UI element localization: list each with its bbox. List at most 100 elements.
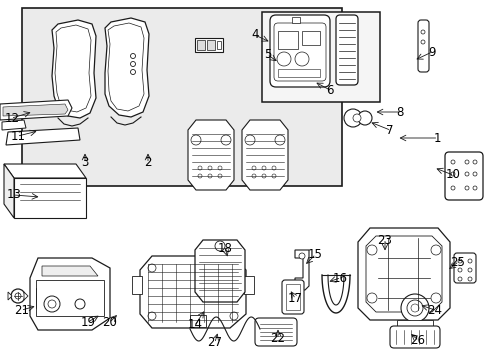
- Bar: [286, 284, 300, 310]
- Text: 25: 25: [451, 256, 465, 269]
- Circle shape: [353, 114, 361, 122]
- Polygon shape: [6, 128, 80, 145]
- Polygon shape: [108, 23, 144, 111]
- Polygon shape: [36, 280, 104, 316]
- Circle shape: [272, 174, 276, 178]
- Circle shape: [252, 174, 256, 178]
- Circle shape: [148, 264, 156, 272]
- Bar: [22, 8, 342, 186]
- Circle shape: [458, 268, 462, 272]
- Circle shape: [458, 277, 462, 281]
- Circle shape: [230, 264, 238, 272]
- Text: 14: 14: [188, 319, 202, 332]
- Circle shape: [258, 323, 270, 335]
- Circle shape: [272, 166, 276, 170]
- Text: 26: 26: [411, 333, 425, 346]
- Circle shape: [431, 293, 441, 303]
- Text: 20: 20: [102, 315, 118, 328]
- Text: 6: 6: [326, 84, 334, 96]
- Circle shape: [465, 160, 469, 164]
- Bar: [397, 320, 433, 334]
- Text: 23: 23: [378, 234, 392, 247]
- Bar: [190, 315, 206, 327]
- FancyBboxPatch shape: [255, 318, 297, 346]
- Polygon shape: [42, 266, 98, 276]
- Text: 15: 15: [308, 248, 322, 261]
- Circle shape: [277, 52, 291, 66]
- Circle shape: [218, 166, 222, 170]
- Circle shape: [431, 245, 441, 255]
- Circle shape: [451, 186, 455, 190]
- Circle shape: [295, 52, 309, 66]
- Circle shape: [468, 259, 472, 263]
- Polygon shape: [358, 228, 450, 320]
- Text: 16: 16: [333, 271, 347, 284]
- Circle shape: [130, 54, 136, 58]
- Text: 19: 19: [80, 315, 96, 328]
- Circle shape: [473, 172, 477, 176]
- Circle shape: [421, 30, 425, 34]
- Bar: [262, 12, 380, 102]
- Text: 13: 13: [6, 189, 22, 202]
- Bar: [278, 69, 320, 77]
- Polygon shape: [0, 100, 72, 120]
- Circle shape: [191, 135, 201, 145]
- Polygon shape: [366, 236, 442, 312]
- Circle shape: [15, 293, 21, 299]
- Circle shape: [275, 135, 285, 145]
- Circle shape: [344, 109, 362, 127]
- Circle shape: [252, 166, 256, 170]
- Bar: [207, 40, 215, 50]
- FancyBboxPatch shape: [454, 253, 476, 283]
- Text: 11: 11: [10, 130, 25, 143]
- Circle shape: [44, 296, 60, 312]
- Circle shape: [465, 172, 469, 176]
- Circle shape: [358, 111, 372, 125]
- Bar: [132, 276, 142, 294]
- Bar: [278, 31, 298, 49]
- Circle shape: [458, 259, 462, 263]
- Circle shape: [198, 166, 202, 170]
- Circle shape: [451, 172, 455, 176]
- Polygon shape: [24, 292, 28, 300]
- Circle shape: [473, 160, 477, 164]
- Circle shape: [148, 312, 156, 320]
- Text: 2: 2: [144, 156, 152, 168]
- Circle shape: [299, 253, 305, 259]
- Text: 18: 18: [218, 242, 232, 255]
- Polygon shape: [3, 104, 68, 116]
- Circle shape: [130, 69, 136, 75]
- Text: 27: 27: [207, 336, 222, 348]
- FancyBboxPatch shape: [418, 20, 429, 72]
- Circle shape: [465, 186, 469, 190]
- Text: 8: 8: [396, 105, 404, 118]
- Bar: [197, 40, 205, 50]
- Circle shape: [367, 293, 377, 303]
- Polygon shape: [188, 120, 234, 190]
- Circle shape: [208, 166, 212, 170]
- Polygon shape: [8, 292, 12, 300]
- Text: 5: 5: [264, 49, 271, 62]
- Text: 9: 9: [428, 45, 436, 58]
- FancyBboxPatch shape: [270, 15, 330, 87]
- Polygon shape: [242, 120, 288, 190]
- Circle shape: [262, 174, 266, 178]
- Polygon shape: [4, 164, 86, 178]
- Polygon shape: [14, 178, 86, 218]
- Circle shape: [48, 300, 56, 308]
- Bar: [302, 31, 320, 45]
- FancyBboxPatch shape: [445, 152, 483, 200]
- FancyBboxPatch shape: [274, 23, 326, 81]
- Circle shape: [407, 300, 423, 316]
- Text: 12: 12: [4, 112, 20, 125]
- Polygon shape: [140, 256, 246, 328]
- Bar: [195, 38, 223, 52]
- FancyBboxPatch shape: [390, 326, 440, 348]
- Polygon shape: [195, 240, 245, 302]
- Text: 7: 7: [386, 123, 394, 136]
- Circle shape: [262, 166, 266, 170]
- Text: 17: 17: [288, 292, 302, 305]
- Bar: [292, 17, 300, 23]
- FancyBboxPatch shape: [282, 280, 304, 314]
- Polygon shape: [295, 250, 309, 290]
